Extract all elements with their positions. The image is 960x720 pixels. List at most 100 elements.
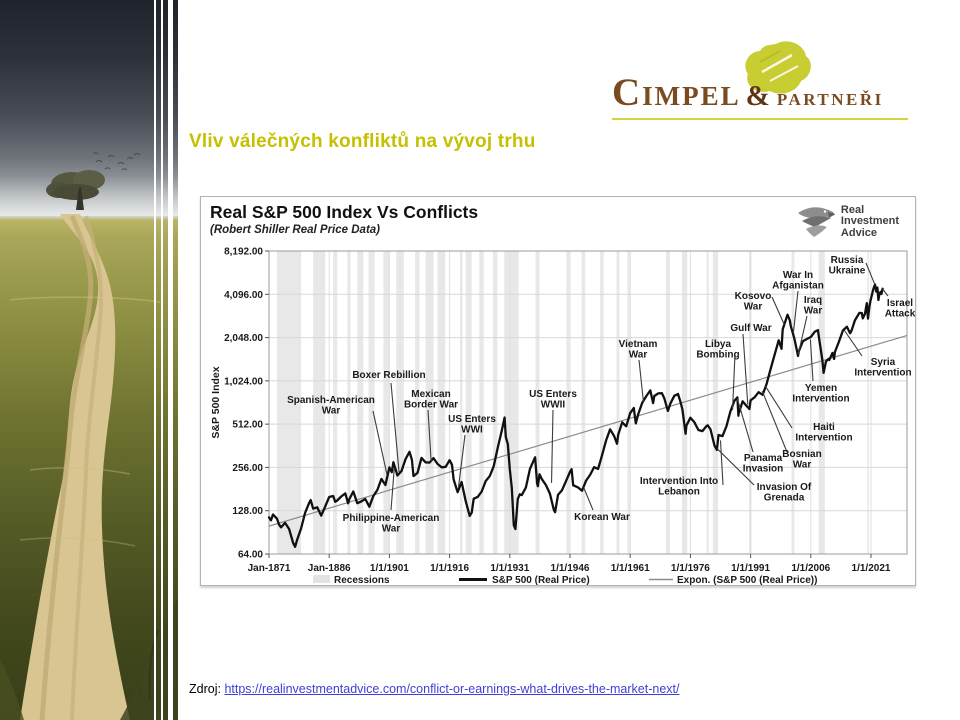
x-tick-label: 1/1/1961 [611,563,650,574]
annotation-label: Intervention Into [640,476,718,487]
annotation-leader [719,440,724,486]
annotation-label: Spanish-American [287,395,375,406]
recession-band [535,251,540,554]
x-tick-label: 1/1/1931 [490,563,529,574]
annotation-leader [372,410,388,475]
birds-icon [92,152,141,171]
annotation-label: Invasion [743,464,784,475]
annotation-label: Afganistan [772,281,824,292]
annotation-leader [792,290,799,332]
annotation-label: Boxer Rebillion [352,370,425,381]
y-tick-label: 4,096.00 [224,290,263,301]
annotation-label: Grenada [764,493,805,504]
chart-title: Real S&P 500 Index Vs Conflicts [210,202,479,222]
dirt-path [20,214,130,720]
annotation-label: Russia [831,255,864,266]
annotation-leader [797,315,808,354]
x-tick-label: 1/1/2021 [852,563,891,574]
annotation-leader [736,398,754,453]
annotation-label: Philippine-American [343,513,440,524]
logo-leaf-blob-icon [745,41,811,94]
decor-line [160,0,163,720]
annotation-label: Intervention [792,394,849,405]
recession-band [627,251,631,554]
y-tick-label: 64.00 [238,550,263,561]
logo-ampersand: & [745,80,770,112]
annotation-label: Invasion Of [757,482,812,493]
annotation-label: Libya [705,339,732,350]
annotation-label: WWI [461,425,483,436]
recession-band [465,251,472,554]
recession-band [566,251,570,554]
eagle-icon [797,207,835,237]
annotation-label: Kosovo [735,291,772,302]
recession-band [818,251,825,554]
ria-line: Real [840,203,865,216]
annotation-leader [390,468,395,511]
ria-line: Investment [840,215,899,228]
recession-band [396,251,404,554]
decor-line [153,0,156,720]
recession-band [616,251,620,554]
x-tick-label: Jan-1886 [308,563,351,574]
annotation-label: Vietnam [619,339,658,350]
x-tick-label: Jan-1871 [248,563,291,574]
y-tick-label: 1,024.00 [224,376,263,387]
annotation-leader [390,382,400,473]
annotation-label: Panama [744,453,783,464]
decor-line [167,0,173,720]
logo-underline [612,117,908,120]
x-tick-label: 1/1/1976 [671,563,710,574]
recession-band [415,251,420,554]
legend-label: S&P 500 (Real Price) [492,575,590,585]
logo-word-partneri: partneři [776,85,884,111]
annotation-label: Bosnian [782,449,821,460]
annotation-label: Korean War [574,512,630,523]
annotation-leader [771,296,785,325]
recession-band [600,251,604,554]
recession-band [383,251,389,554]
source-line: Zdroj: https://realinvestmentadvice.com/… [189,682,679,696]
x-tick-label: 1/1/1991 [731,563,770,574]
landscape-photo-art [0,152,178,720]
annotation-label: War [382,524,401,535]
recession-band [791,251,795,554]
recession-band [479,251,484,554]
annotation-leader [844,330,863,357]
recession-band [706,251,709,554]
annotation-label: War [322,406,341,417]
annotation-label: WWII [541,400,566,411]
annotation-label: Intervention [795,433,852,444]
recession-band [425,251,434,554]
source-link[interactable]: https://realinvestmentadvice.com/conflic… [224,682,680,696]
annotation-label: War [793,460,812,471]
y-tick-label: 8,192.00 [224,247,263,258]
annotation-label: Yemen [805,383,837,394]
recession-band [712,251,719,554]
recession-band [492,251,498,554]
tree-icon [46,170,105,210]
y-tick-label: 512.00 [232,420,263,431]
sp500-line [267,283,884,548]
annotation-label: Ukraine [829,266,866,277]
legend-label: Recessions [334,575,390,585]
recession-band [333,251,338,554]
x-tick-label: 1/1/1916 [430,563,469,574]
recession-band [437,251,446,554]
y-tick-label: 256.00 [232,463,263,474]
recession-band [368,251,375,554]
x-tick-label: 1/1/1946 [551,563,590,574]
annotation-leader [638,359,644,403]
annotation-leader [583,487,594,511]
annotation-label: War In [783,270,813,281]
annotation-label: US Enters [448,414,496,425]
source-label: Zdroj: [189,682,221,696]
annotation-leader [427,409,432,462]
legend-swatch-recessions [313,575,330,583]
annotation-label: Border War [404,400,458,411]
annotation-label: Mexican [411,389,450,400]
recession-band [867,251,869,554]
annotation-label: US Enters [529,389,577,400]
annotation-label: Syria [871,357,896,368]
recession-band [357,251,364,554]
